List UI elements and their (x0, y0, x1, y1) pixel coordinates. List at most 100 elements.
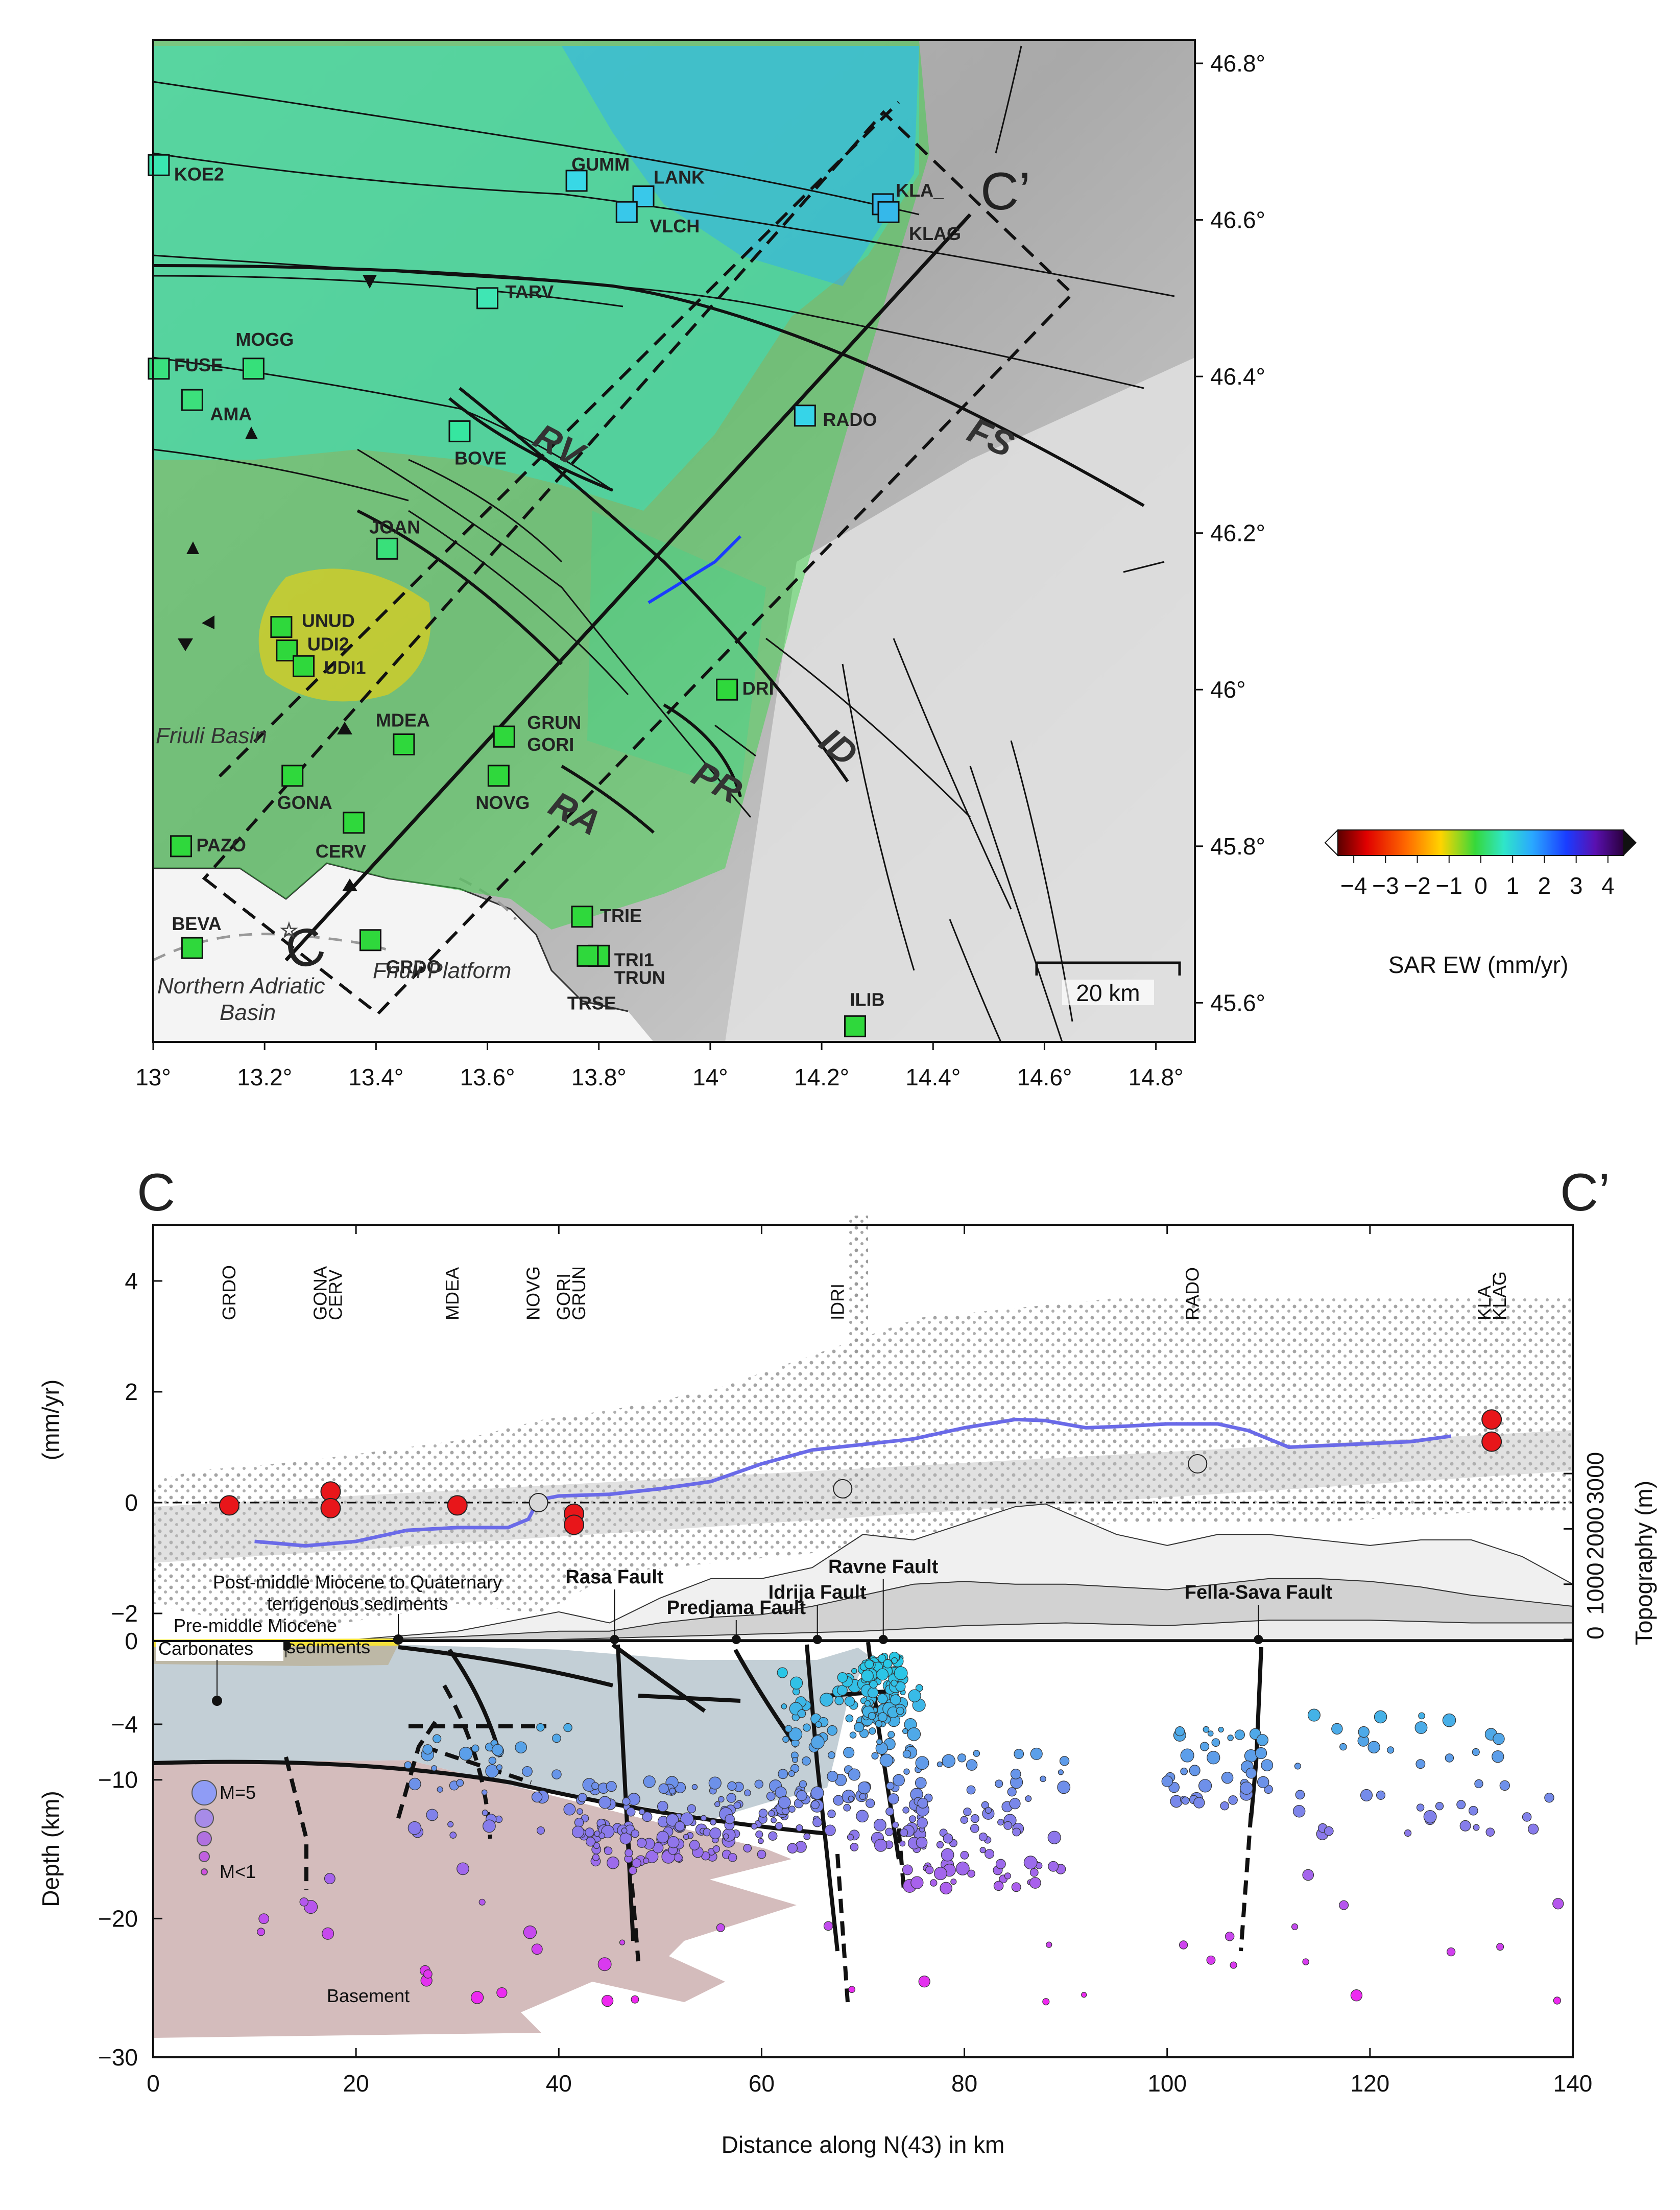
earthquake-point (1376, 1790, 1386, 1800)
sar-velocity-cloud (153, 1216, 1573, 1629)
star-marker: ☆ (280, 919, 298, 942)
station-square (181, 937, 203, 959)
earthquake-point (827, 1771, 838, 1782)
earthquake-point (483, 1819, 496, 1833)
region-northern-adriatic: Northern Adriatic Basin (157, 973, 331, 1025)
earthquake-point (1294, 1763, 1301, 1770)
earthquake-point (930, 1879, 938, 1887)
earthquake-point (848, 1768, 860, 1781)
station-square (170, 835, 193, 858)
profile-station-label: GRUN (568, 1266, 589, 1320)
earthquake-point (585, 1827, 594, 1837)
earthquake-point (848, 1795, 854, 1802)
earthquake-point (621, 1827, 628, 1834)
earthquake-point (1468, 1805, 1478, 1816)
map-lon-tick-label: 14° (692, 1064, 728, 1090)
earthquake-point (1291, 1923, 1299, 1931)
station-square (487, 765, 510, 787)
earthquake-point (1553, 1997, 1562, 2005)
earthquake-point (708, 1776, 722, 1790)
station-square (716, 678, 738, 701)
earthquake-point (876, 1668, 889, 1681)
depth-axis-label: Depth (km) (37, 1791, 64, 1907)
earthquake-point (891, 1657, 898, 1664)
profile-x-tick-label: 120 (1350, 2070, 1389, 2097)
station-square (571, 906, 593, 928)
earthquake-point (404, 1761, 412, 1769)
earthquake-point (861, 1670, 874, 1682)
earthquake-point (656, 1831, 669, 1843)
earthquake-point (915, 1756, 929, 1770)
station-square (844, 1015, 867, 1037)
earthquake-point (1211, 1738, 1220, 1747)
earthquake-point (496, 1987, 508, 1999)
eastern-terrain (725, 358, 1195, 1042)
earthquake-point (1446, 1947, 1456, 1957)
earthquake-point (778, 1796, 791, 1809)
earthquake-point (941, 1848, 954, 1862)
earthquake-point (955, 1861, 970, 1875)
earthquake-point (531, 1791, 543, 1803)
earthquake-point (790, 1676, 803, 1690)
station-label: UDI2 (307, 634, 349, 655)
earthquake-point (643, 1858, 650, 1864)
earthquake-point (985, 1807, 992, 1814)
earthquake-point (812, 1817, 822, 1827)
profile-station-label: KLAG (1489, 1271, 1510, 1320)
topo-tick-label: 3000 (1582, 1452, 1609, 1504)
earthquake-point (1003, 1821, 1013, 1830)
earthquake-point (1302, 1869, 1314, 1881)
earthquake-point (657, 1800, 668, 1812)
earthquake-point (712, 1845, 721, 1853)
depth-tick-label: −30 (98, 2044, 138, 2071)
earthquake-point (1295, 1790, 1305, 1800)
earthquake-point (726, 1793, 736, 1803)
earthquake-point (1324, 1826, 1334, 1836)
earthquake-point (1193, 1797, 1205, 1809)
earthquake-point (843, 1747, 855, 1759)
gnss-point-red (320, 1498, 341, 1518)
earthquake-point (744, 1789, 751, 1797)
gnss-points (219, 1409, 1502, 1535)
earthquake-point (879, 1753, 894, 1768)
earthquake-point (907, 1727, 921, 1741)
earthquake-point (848, 1986, 856, 1993)
station-square (877, 201, 900, 223)
colorbar-tick-label: 1 (1506, 872, 1519, 899)
earthquake-point (754, 1779, 763, 1789)
fault-surface-marker (610, 1635, 619, 1644)
earthquake-point (552, 1733, 561, 1743)
station-square (794, 405, 816, 427)
fault-surface-marker (731, 1635, 741, 1644)
earthquake-point (902, 1807, 909, 1814)
earthquake-point (979, 1847, 986, 1853)
earthquake-point (675, 1821, 685, 1832)
earthquake-point (896, 1706, 904, 1715)
scale-bar: 20 km (1035, 961, 1181, 1006)
earthquake-point (810, 1735, 825, 1749)
earthquake-point (447, 1821, 454, 1827)
earthquake-point (638, 1809, 645, 1815)
earthquake-point (966, 1759, 978, 1771)
earthquake-point (299, 1897, 309, 1907)
earthquake-point (1040, 1775, 1046, 1783)
earthquake-point (915, 1777, 927, 1789)
earthquake-point (1042, 1998, 1050, 2006)
earthquake-point (845, 1714, 854, 1723)
earthquake-point (834, 1696, 844, 1705)
earthquake-point (768, 1810, 775, 1817)
station-label: KLA_ (896, 180, 944, 201)
earthquake-point (433, 1734, 442, 1743)
earthquake-point (1047, 1831, 1061, 1844)
earthquake-point (1367, 1741, 1380, 1754)
earthquake-point (997, 1819, 1004, 1826)
earthquake-point (1331, 1723, 1343, 1735)
station-square (577, 944, 599, 967)
profile-station-label: CERV (325, 1270, 346, 1320)
station-label: TRIE (600, 905, 642, 926)
earthquake-point (957, 1753, 967, 1763)
map-lon-tick-label: 13.4° (348, 1064, 403, 1090)
earthquake-point (457, 1862, 469, 1875)
earthquake-point (1472, 1748, 1480, 1756)
profile-x-tick-label: 80 (951, 2070, 977, 2097)
